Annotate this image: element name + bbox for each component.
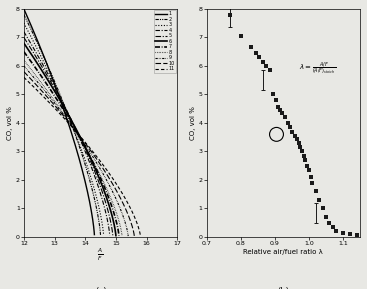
Point: [340, 230, 346, 235]
Text: (a): (a): [95, 287, 106, 289]
Point: [267, 68, 273, 73]
Point: [282, 115, 288, 120]
Text: (b): (b): [277, 287, 289, 289]
Point: [333, 229, 339, 234]
Point: [308, 175, 313, 179]
Point: [323, 215, 329, 219]
Point: [347, 232, 353, 236]
Point: [296, 141, 302, 145]
Text: $\lambda = \frac{A/F}{(A/F)_{stoich}}$: $\lambda = \frac{A/F}{(A/F)_{stoich}}$: [299, 60, 336, 76]
Point: [264, 64, 269, 68]
Point: [248, 45, 254, 50]
Point: [316, 198, 322, 202]
Point: [273, 132, 279, 137]
Point: [354, 232, 360, 237]
X-axis label: $\frac{A}{F}$: $\frac{A}{F}$: [98, 246, 104, 262]
Point: [257, 55, 262, 60]
Point: [301, 153, 307, 158]
Point: [294, 136, 300, 141]
Y-axis label: CO, vol %: CO, vol %: [7, 106, 13, 140]
Point: [309, 181, 315, 185]
Point: [277, 108, 283, 112]
Point: [306, 168, 312, 172]
Point: [253, 51, 259, 55]
Point: [260, 59, 266, 64]
Point: [299, 149, 305, 154]
Point: [326, 221, 332, 225]
Point: [289, 129, 295, 134]
Point: [273, 98, 279, 103]
Point: [330, 225, 336, 229]
Y-axis label: CO, vol %: CO, vol %: [190, 106, 196, 140]
Point: [279, 111, 284, 115]
Point: [287, 125, 293, 129]
Point: [304, 163, 310, 168]
Point: [302, 158, 308, 162]
Point: [270, 92, 276, 97]
Point: [320, 206, 326, 211]
Point: [286, 121, 291, 125]
Legend: 1, 2, 3, 4, 5, 6, 7, 8, 9, 10, 11: 1, 2, 3, 4, 5, 6, 7, 8, 9, 10, 11: [154, 10, 177, 73]
Point: [238, 34, 244, 38]
Point: [297, 145, 303, 149]
X-axis label: Relative air/fuel ratio λ: Relative air/fuel ratio λ: [243, 249, 323, 255]
Point: [292, 134, 298, 138]
Point: [228, 12, 233, 17]
Point: [275, 105, 281, 110]
Point: [313, 189, 319, 194]
